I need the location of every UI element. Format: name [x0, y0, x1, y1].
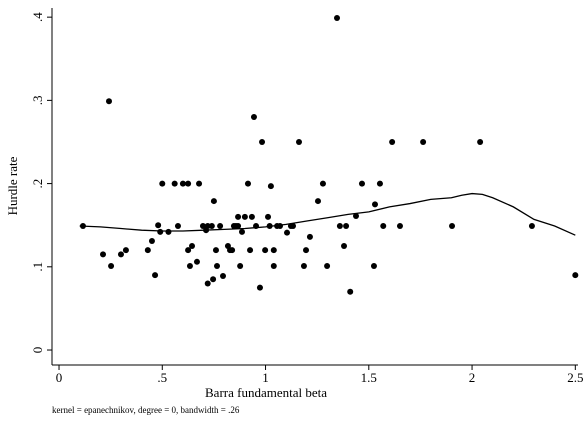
point: [300, 262, 307, 269]
x-tick-label: 1.5: [361, 370, 377, 385]
point: [270, 247, 277, 254]
point: [210, 198, 217, 205]
point: [284, 229, 291, 236]
point: [262, 247, 269, 254]
point: [185, 180, 192, 187]
point: [343, 223, 350, 230]
point: [204, 280, 211, 287]
y-axis-label: Hurdle rate: [5, 156, 20, 215]
point: [276, 223, 283, 230]
point: [122, 247, 129, 254]
point: [152, 272, 159, 279]
point: [229, 247, 236, 254]
point: [306, 233, 313, 240]
point: [341, 243, 348, 249]
point: [270, 262, 277, 269]
y-tick-label: .1: [30, 262, 45, 272]
point: [380, 223, 387, 230]
point: [204, 223, 211, 230]
point: [189, 243, 196, 249]
point: [193, 258, 200, 265]
x-axis-label: Barra fundamental beta: [205, 385, 327, 400]
point: [148, 238, 155, 245]
point: [336, 223, 343, 230]
point: [117, 251, 124, 258]
point: [333, 14, 340, 21]
point: [248, 213, 255, 220]
point: [174, 223, 181, 230]
fit-line: [79, 192, 576, 236]
point: [235, 223, 242, 230]
point: [171, 180, 178, 187]
x-tick-label: 1: [262, 370, 269, 385]
point: [108, 262, 115, 269]
point: [199, 223, 206, 230]
point: [237, 262, 244, 269]
point: [396, 223, 403, 230]
point: [528, 223, 535, 230]
point: [324, 262, 331, 269]
point: [155, 222, 162, 229]
x-tick-label: 2: [469, 370, 476, 385]
point: [347, 288, 354, 295]
x-tick-label: 0: [56, 370, 63, 385]
y-tick-label: .3: [30, 95, 45, 105]
point: [303, 247, 310, 254]
point: [371, 201, 378, 208]
point: [165, 228, 172, 235]
point: [295, 138, 302, 145]
point: [267, 183, 274, 190]
point: [235, 213, 242, 220]
point: [314, 198, 321, 205]
point: [238, 228, 245, 235]
point: [358, 180, 365, 187]
point: [100, 251, 107, 258]
point: [186, 262, 193, 269]
point: [319, 180, 326, 187]
point: [244, 180, 251, 187]
point: [217, 223, 224, 230]
point: [376, 180, 383, 187]
x-tick-label: 2.5: [567, 370, 583, 385]
y-tick-label: 0: [30, 347, 45, 354]
x-tick-label: .5: [157, 370, 167, 385]
point: [247, 247, 254, 254]
point: [105, 98, 112, 105]
point: [159, 180, 166, 187]
point: [196, 180, 203, 187]
point: [250, 114, 257, 121]
point: [241, 213, 248, 220]
note: kernel = epanechnikov, degree = 0, bandw…: [52, 405, 240, 415]
point: [290, 223, 297, 230]
point: [179, 180, 186, 187]
point: [572, 272, 579, 279]
point: [208, 223, 215, 230]
point: [219, 272, 226, 279]
point: [449, 223, 456, 230]
point: [214, 262, 221, 269]
point: [265, 213, 272, 220]
point: [212, 247, 219, 254]
y-tick-label: .2: [30, 179, 45, 189]
point: [389, 138, 396, 145]
point: [370, 262, 377, 269]
y-tick-label: .4: [30, 12, 45, 22]
point: [157, 228, 164, 235]
point: [210, 276, 217, 283]
point: [352, 213, 359, 220]
point: [185, 247, 192, 254]
point: [259, 138, 266, 145]
point: [256, 284, 263, 291]
point: [477, 138, 484, 145]
point: [144, 247, 151, 254]
point: [420, 138, 427, 145]
